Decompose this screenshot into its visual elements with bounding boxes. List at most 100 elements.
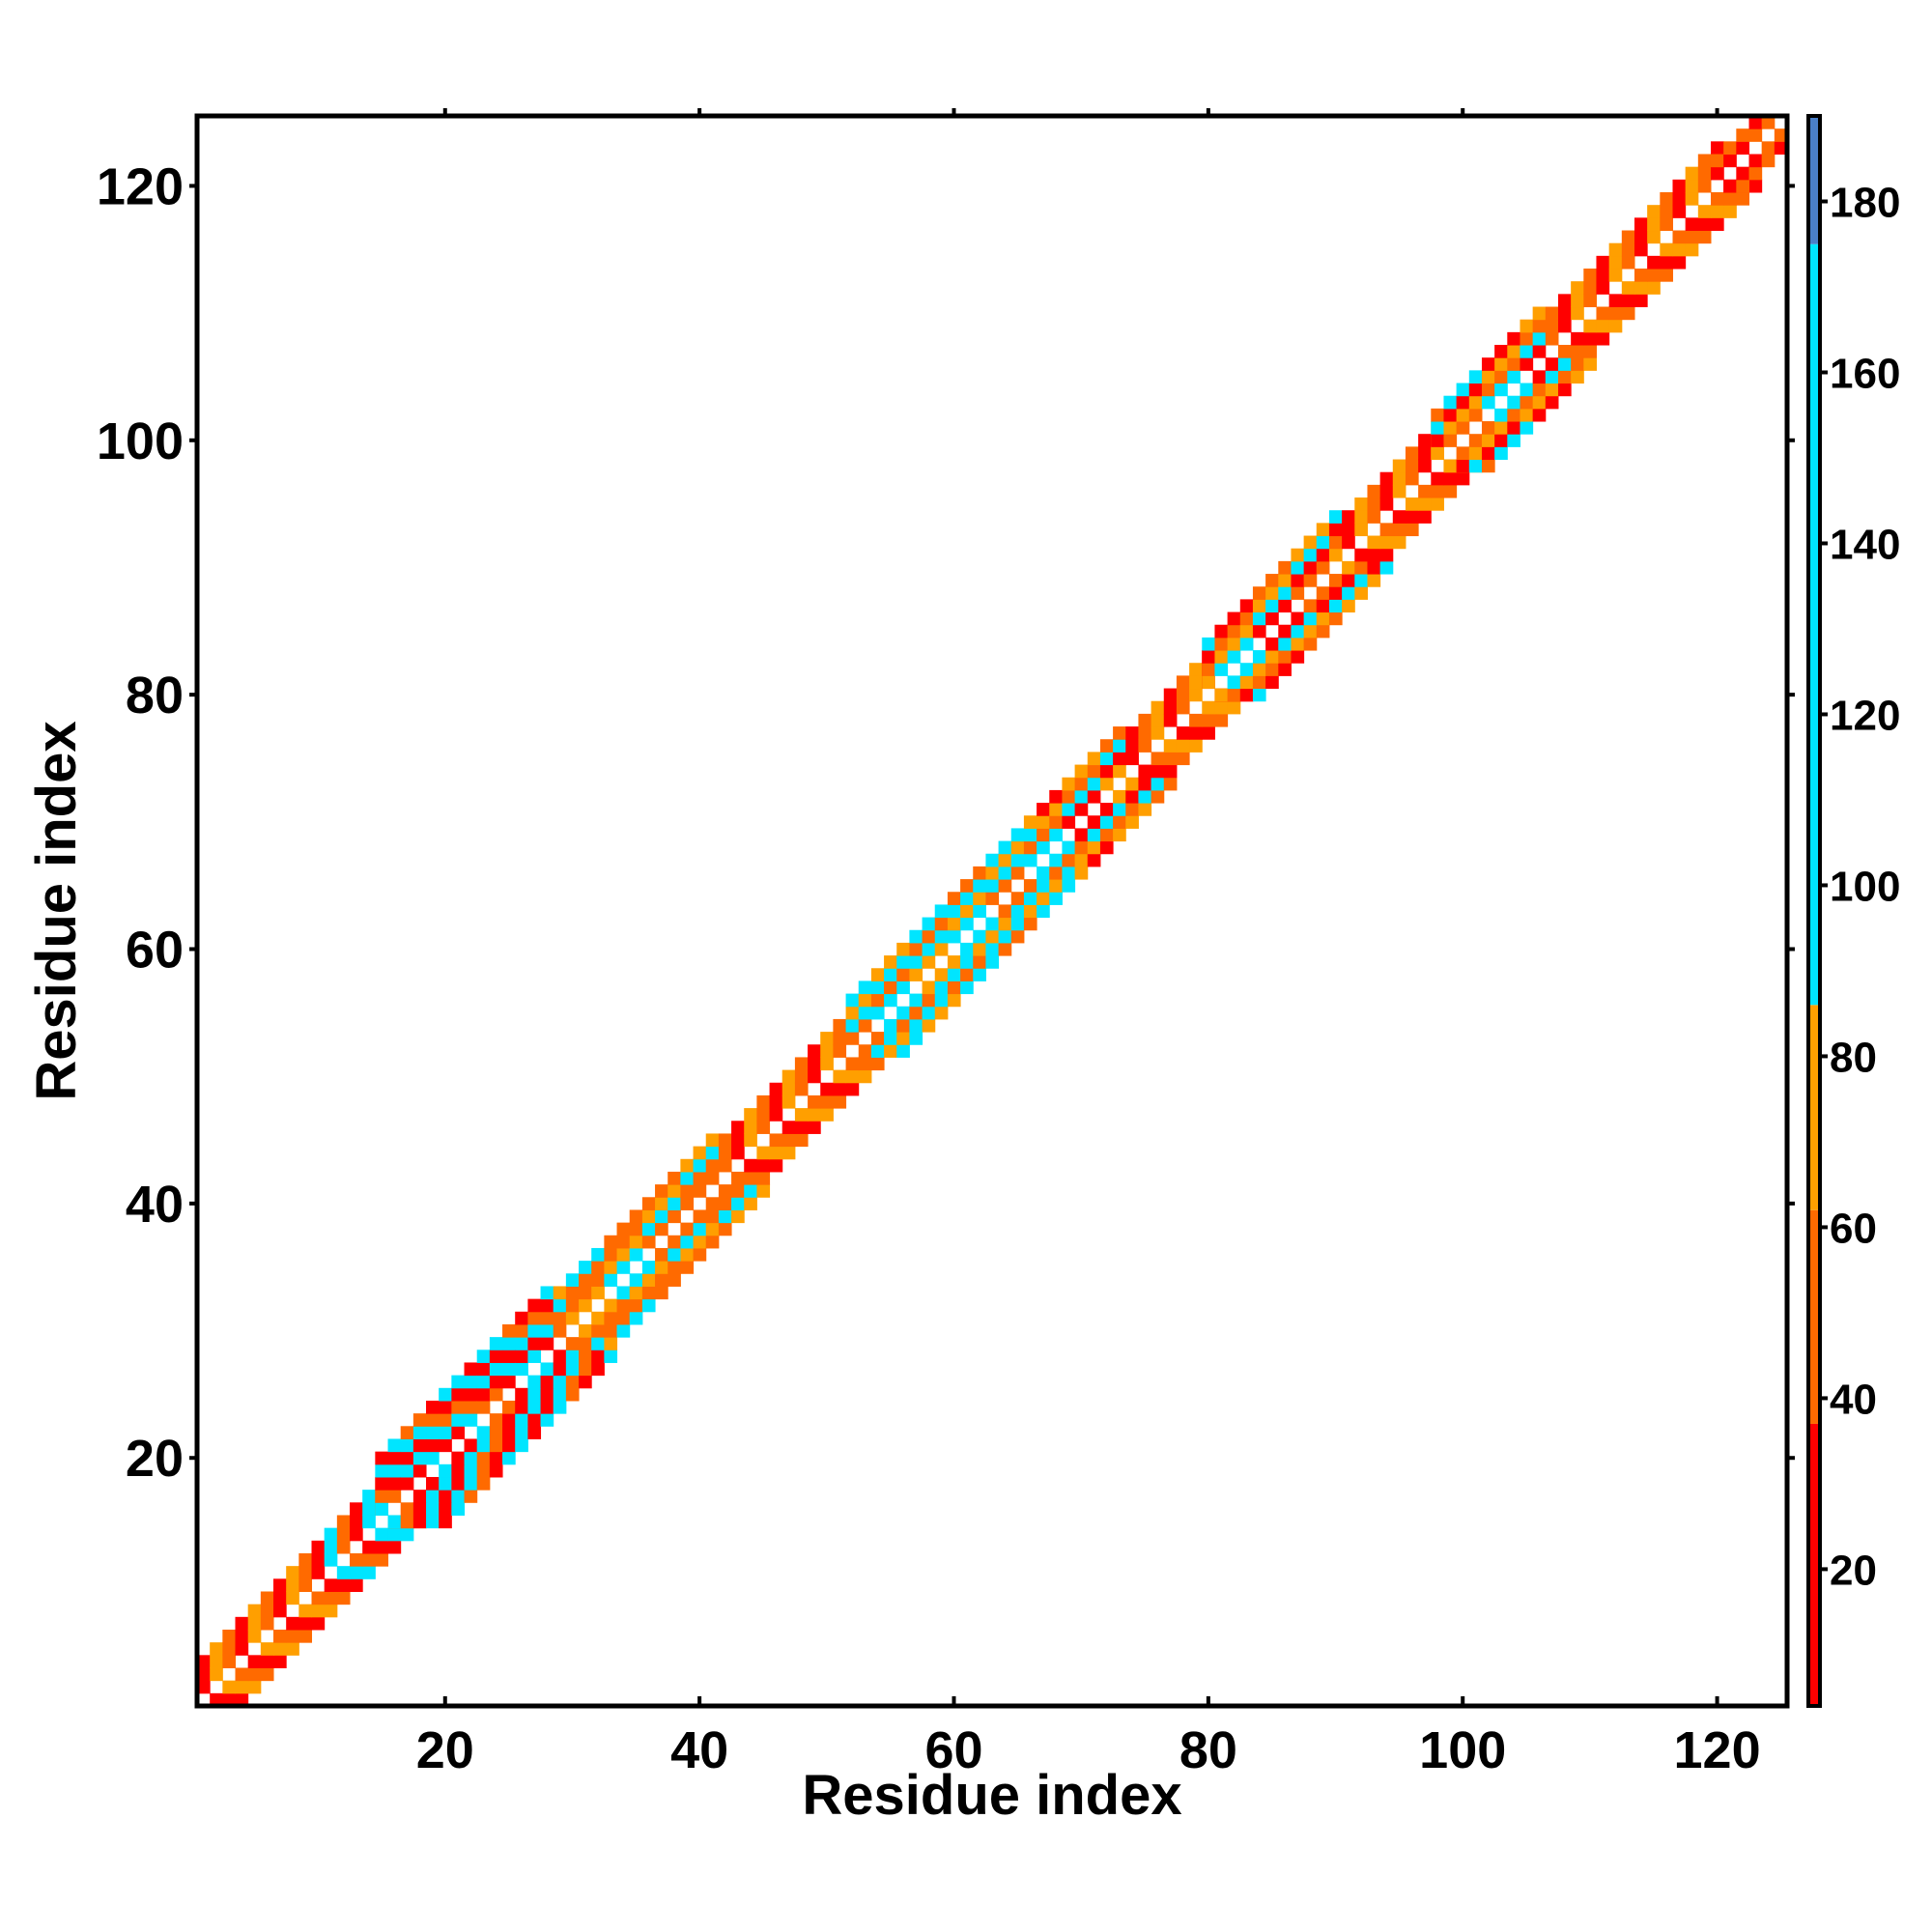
heatmap-cell (464, 1490, 478, 1503)
heatmap-cell (1468, 383, 1483, 397)
heatmap-cell (744, 1108, 757, 1122)
heatmap-cell (527, 1298, 542, 1313)
heatmap-cell (1049, 803, 1063, 816)
heatmap-cell (1532, 370, 1547, 384)
heatmap-cell (1227, 650, 1241, 664)
heatmap-cell (1571, 331, 1584, 346)
heatmap-cell (375, 1540, 389, 1554)
heatmap-cell (604, 1247, 618, 1262)
heatmap-cell (884, 1044, 897, 1058)
heatmap-cell (1634, 281, 1648, 295)
heatmap-cell (1151, 789, 1165, 804)
heatmap-cell (655, 1286, 668, 1300)
heatmap-cell (210, 1667, 223, 1682)
heatmap-cell (489, 1413, 503, 1427)
heatmap-cell (680, 1235, 695, 1249)
heatmap-cell (1227, 624, 1241, 639)
heatmap-cell (1697, 166, 1712, 181)
heatmap-cell (579, 1323, 592, 1338)
heatmap-cell (960, 968, 974, 981)
heatmap-cell (1647, 230, 1661, 244)
heatmap-cell (1214, 713, 1229, 727)
heatmap-cell (985, 917, 1000, 931)
heatmap-cell (909, 929, 923, 944)
heatmap-cell (1596, 255, 1610, 270)
colorbar-tick-label: 40 (1830, 1376, 1877, 1423)
heatmap-cell (1037, 815, 1050, 829)
heatmap-cell (947, 917, 961, 931)
heatmap-cell (1202, 713, 1215, 727)
heatmap-cell (1545, 331, 1559, 346)
heatmap-cell (1672, 255, 1687, 270)
heatmap-cell (464, 1451, 478, 1465)
heatmap-cell (1278, 586, 1292, 600)
heatmap-cell (1049, 815, 1063, 829)
heatmap-cell (769, 1108, 783, 1122)
heatmap-cell (668, 1184, 681, 1198)
heatmap-cell (960, 980, 974, 995)
heatmap-cell (1252, 650, 1266, 664)
heatmap-cell (553, 1350, 567, 1363)
heatmap-cell (718, 1209, 732, 1224)
heatmap-cell (858, 1057, 872, 1071)
heatmap-cell (1342, 599, 1355, 613)
heatmap-cell (794, 1069, 809, 1084)
heatmap-cell (1392, 510, 1406, 524)
heatmap-cell (1278, 574, 1292, 587)
heatmap-cell (756, 1184, 771, 1198)
heatmap-cell (1265, 574, 1279, 587)
heatmap-cell (324, 1540, 338, 1554)
heatmap-cell (1596, 269, 1610, 282)
heatmap-cell (1647, 205, 1661, 218)
heatmap-cell (502, 1426, 516, 1439)
heatmap-cell (1037, 892, 1050, 905)
heatmap-cell (1239, 637, 1254, 651)
heatmap-cell (998, 917, 1012, 931)
heatmap-cell (1342, 535, 1355, 550)
heatmap-cell (1239, 688, 1254, 702)
heatmap-cell (553, 1311, 567, 1325)
heatmap-cell (1037, 904, 1050, 919)
heatmap-cell (668, 1273, 681, 1287)
heatmap-cell (375, 1490, 389, 1503)
heatmap-cell (1125, 739, 1139, 753)
heatmap-cell (1557, 345, 1572, 358)
x-tick-label: 40 (670, 1721, 728, 1779)
heatmap-cell (973, 904, 986, 919)
heatmap-cell (1468, 370, 1483, 384)
heatmap-cell (1418, 497, 1432, 511)
heatmap-cell (1189, 675, 1203, 690)
x-tick-label: 80 (1179, 1721, 1237, 1779)
heatmap-cell (1316, 560, 1330, 575)
heatmap-cell (1697, 205, 1712, 218)
heatmap-cell (985, 866, 1000, 880)
heatmap-cell (298, 1604, 313, 1618)
heatmap-cell (744, 1133, 757, 1148)
heatmap-cell (1532, 306, 1547, 321)
colorbar-tick-label: 60 (1830, 1205, 1877, 1252)
heatmap-cell (197, 1655, 211, 1668)
heatmap-cell (1532, 319, 1547, 333)
heatmap-cell (1062, 789, 1076, 804)
heatmap-cell (1316, 535, 1330, 550)
heatmap-cell (1278, 637, 1292, 651)
heatmap-cell (1468, 408, 1483, 422)
heatmap-cell (515, 1426, 528, 1439)
heatmap-cell (680, 1247, 695, 1262)
heatmap-cell (591, 1261, 605, 1274)
heatmap-cell (1621, 306, 1635, 321)
heatmap-cell (515, 1438, 528, 1453)
heatmap-cell (1431, 471, 1444, 486)
heatmap-cell (235, 1629, 249, 1643)
heatmap-cell (222, 1655, 237, 1668)
heatmap-cell (909, 993, 923, 1008)
heatmap-cell (553, 1362, 567, 1377)
heatmap-cell (1163, 752, 1178, 766)
heatmap-cell (286, 1578, 299, 1592)
heatmap-cell (1685, 166, 1699, 181)
heatmap-cell (222, 1642, 237, 1656)
heatmap-cell (1303, 574, 1318, 587)
heatmap-cell (1342, 560, 1355, 575)
heatmap-cell (629, 1298, 643, 1313)
heatmap-cell (820, 1108, 834, 1122)
